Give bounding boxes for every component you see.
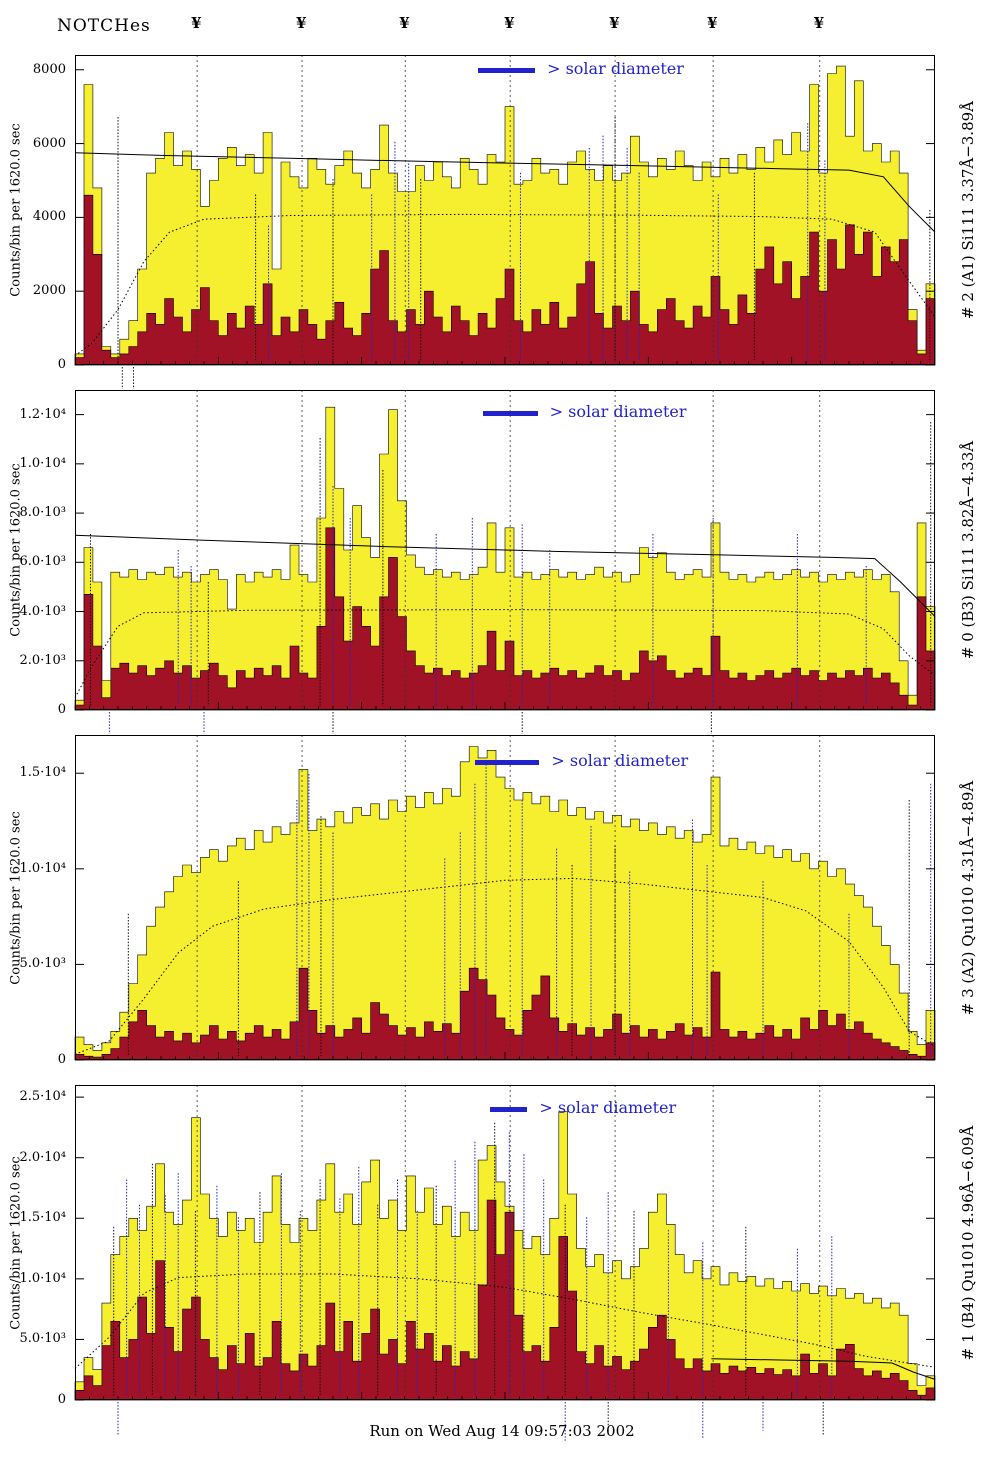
solar-diameter-bar (478, 68, 536, 73)
y-tick-label: 5.0·10³ (19, 956, 66, 972)
y-tick-label: 1.2·10⁴ (19, 406, 66, 422)
notch-symbol: ¥ (813, 14, 825, 32)
y-tick-label: 0 (57, 357, 66, 372)
panel-2-a1-si111: Counts/bin per 1620.0 sec 0 2000 4000 6000 8… (0, 55, 1004, 389)
y-tick-label: 8000 (32, 61, 66, 77)
solar-diameter-label: > solar diameter (551, 751, 689, 770)
y-tick-label: 4.0·10³ (19, 603, 66, 619)
y-tick-label: 1.5·10⁴ (19, 1210, 66, 1226)
y-axis-ticks: 0 5.0·10³ 1.0·10⁴ 1.5·10⁴ (0, 735, 72, 1067)
notches-title: NOTCHes (57, 16, 151, 36)
y-tick-label: 0 (57, 1392, 66, 1407)
y-axis-ticks: 0 2.0·10³ 4.0·10³ 6.0·10³ 8.0·10³ 1.0·10⁴ 1.2·… (0, 390, 72, 717)
histogram-plot (74, 55, 936, 389)
y-tick-label: 1.5·10⁴ (19, 765, 66, 781)
notch-symbol: ¥ (191, 14, 202, 32)
y-tick-label: 2.5·10⁴ (19, 1089, 66, 1105)
histogram-plot (74, 735, 936, 1061)
notch-markers: ¥ ¥ ¥ ¥ ¥ ¥ ¥ (0, 14, 1004, 36)
y-tick-label: 1.0·10⁴ (19, 860, 66, 876)
panel-1-b4-qu1010: Counts/bin per 1620.0 sec 0 5.0·10³ 1.0·10… (0, 1085, 1004, 1441)
y-tick-label: 2000 (32, 283, 66, 299)
detector-label: # 2 (A1) Si111 3.37Å−3.89Å (959, 101, 977, 319)
histogram-plot (74, 390, 936, 734)
solar-diameter-label: > solar diameter (547, 59, 684, 78)
y-axis-ticks: 0 2000 4000 6000 8000 (0, 55, 72, 372)
run-timestamp: Run on Wed Aug 14 09:57:03 2002 (369, 1422, 635, 1440)
y-tick-label: 0 (57, 1052, 66, 1067)
detector-label: # 3 (A2) Qu1010 4.31Å−4.89Å (959, 780, 977, 1015)
y-tick-label: 0 (57, 702, 66, 717)
histogram-plot (74, 1085, 936, 1441)
y-tick-label: 6.0·10³ (19, 554, 66, 570)
y-tick-label: 5.0·10³ (19, 1331, 66, 1347)
solar-diameter-bar (490, 1107, 528, 1112)
detector-label: # 1 (B4) Qu1010 4.96Å−6.09Å (959, 1125, 977, 1360)
y-tick-label: 8.0·10³ (19, 505, 66, 521)
detector-label: # 0 (B3) Si111 3.82Å−4.33Å (959, 440, 977, 660)
notch-symbol: ¥ (399, 14, 410, 32)
y-tick-label: 6000 (32, 135, 66, 151)
y-tick-label: 1.0·10⁴ (19, 455, 66, 471)
solar-diameter-label: > solar diameter (539, 1098, 677, 1117)
y-tick-label: 2.0·10⁴ (19, 1149, 66, 1165)
notch-symbol: ¥ (609, 14, 620, 32)
notch-symbol: ¥ (504, 14, 515, 32)
notch-symbol: ¥ (296, 14, 307, 32)
solar-diameter-bar (482, 411, 538, 416)
y-axis-ticks: 0 5.0·10³ 1.0·10⁴ 1.5·10⁴ 2.0·10⁴ 2.5·10⁴ (0, 1085, 72, 1407)
y-tick-label: 1.0·10⁴ (19, 1270, 66, 1286)
solar-diameter-bar (474, 760, 540, 765)
panel-0-b3-si111: Counts/bin per 1620.0 sec 0 2.0·10³ 4.0·10… (0, 390, 1004, 734)
notch-symbol: ¥ (707, 14, 718, 32)
y-tick-label: 4000 (32, 209, 66, 225)
y-tick-label: 2.0·10³ (19, 652, 66, 668)
solar-diameter-label: > solar diameter (549, 402, 687, 421)
panel-3-a2-qu1010: Counts/bin per 1620.0 sec 0 5.0·10³ 1.0·10… (0, 735, 1004, 1067)
